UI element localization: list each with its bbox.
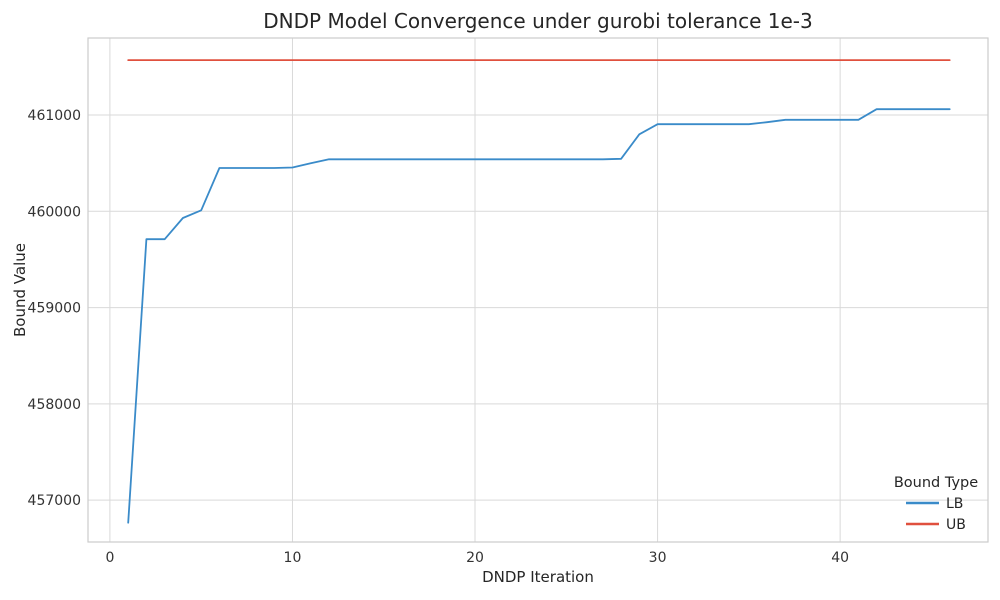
x-axis-label: DNDP Iteration	[482, 568, 594, 586]
legend-title: Bound Type	[894, 475, 978, 491]
y-tick-label: 460000	[28, 204, 81, 220]
x-tick-label: 20	[466, 550, 484, 566]
x-tick-label: 30	[649, 550, 667, 566]
grid-layer	[88, 38, 988, 542]
x-tick-label: 10	[284, 550, 302, 566]
x-tick-label: 0	[105, 550, 114, 566]
y-tick-label: 458000	[28, 397, 81, 413]
y-tick-label: 459000	[28, 301, 81, 317]
y-tick-label: 461000	[28, 108, 81, 124]
plot-frame	[87, 37, 989, 543]
legend-ub-label: UB	[946, 517, 966, 533]
y-tick-label: 457000	[28, 493, 81, 509]
legend-lb-label: LB	[946, 496, 963, 512]
x-tick-label: 40	[831, 550, 849, 566]
tick-layer: 0 10 20 30 40 457000 458000 459000 460000 461000	[28, 108, 849, 566]
lb-line	[127, 108, 951, 524]
legend: Bound Type LB UB	[894, 475, 978, 533]
series-layer	[127, 59, 951, 524]
chart-title: DNDP Model Convergence under gurobi tole…	[263, 9, 812, 33]
y-axis-label: Bound Value	[11, 243, 29, 337]
plot-area	[88, 38, 988, 542]
